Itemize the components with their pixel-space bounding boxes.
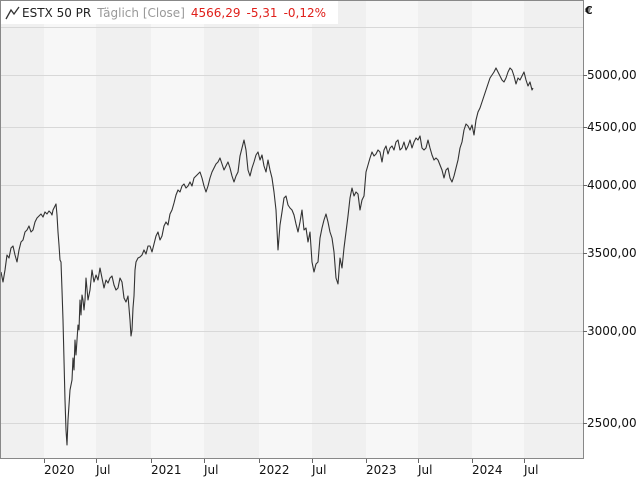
x-tick-label: 2020 [44, 463, 75, 477]
price-change-pct: -0,12% [283, 5, 327, 20]
y-tick-label: 4500,00 [587, 120, 637, 134]
price-change: -5,31 [246, 5, 278, 20]
plot-frame [0, 0, 584, 459]
x-tick-label: Jul [312, 463, 327, 477]
time-bands [1, 1, 583, 458]
price-line [0, 67, 534, 446]
y-tick-marks [583, 75, 587, 424]
y-tick-label: 5000,00 [587, 68, 637, 82]
y-tick-label: 3500,00 [587, 246, 637, 260]
line-chart-icon [5, 6, 20, 19]
x-tick-label: 2021 [151, 463, 182, 477]
x-tick-label: 2022 [259, 463, 290, 477]
x-tick-label: Jul [204, 463, 219, 477]
chart-mode: Täglich [Close] [97, 5, 185, 20]
last-price: 4566,29 [190, 5, 241, 20]
y-tick-label: 4000,00 [587, 178, 637, 192]
x-tick-label: 2024 [472, 463, 503, 477]
instrument-name: ESTX 50 PR [22, 5, 92, 20]
x-tick-marks [44, 459, 525, 463]
y-tick-label: 2500,00 [587, 416, 637, 430]
x-tick-label: Jul [524, 463, 539, 477]
currency-label: € [585, 4, 593, 17]
x-tick-label: Jul [96, 463, 111, 477]
x-tick-label: 2023 [366, 463, 397, 477]
chart-legend: ESTX 50 PR Täglich [Close] 4566,29 -5,31… [1, 1, 339, 24]
gridlines [1, 27, 583, 424]
y-tick-label: 3000,00 [587, 324, 637, 338]
x-tick-label: Jul [418, 463, 433, 477]
